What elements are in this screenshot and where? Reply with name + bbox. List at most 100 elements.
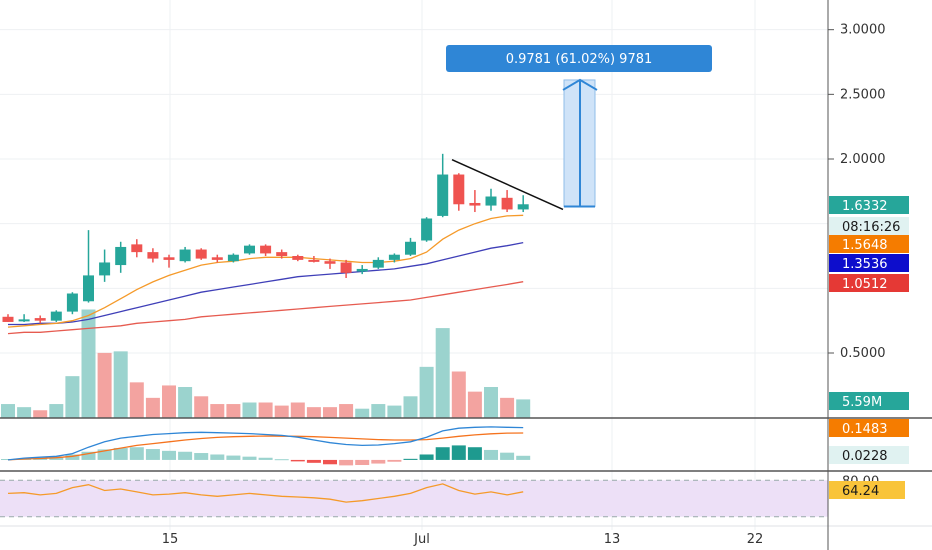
candle-body — [453, 174, 465, 205]
countdown-tag-box — [829, 217, 909, 235]
countdown-tag: 08:16:26 — [842, 220, 900, 235]
ma-slow-tag-box — [829, 274, 909, 292]
candle-body — [260, 245, 272, 254]
macd-histogram-bar — [274, 459, 289, 461]
ma-mid-tag-box — [829, 254, 909, 272]
last-price-tag-box — [829, 196, 909, 214]
macd-histogram-bar — [355, 459, 370, 466]
moving-averages — [7, 214, 524, 335]
macd-histogram-bar — [145, 449, 160, 460]
price-tick-label: 0.5000 — [840, 346, 886, 361]
volume-bar — [339, 404, 354, 418]
candle-body — [2, 316, 14, 322]
rsi-tag: 64.24 — [842, 484, 879, 499]
rsi-tag-box — [829, 481, 905, 499]
candle-body — [469, 202, 481, 206]
candle-body — [437, 174, 449, 216]
candle-body — [195, 249, 207, 259]
candle-body — [308, 259, 320, 262]
volume-bar — [194, 396, 209, 418]
volume-bar — [403, 396, 418, 418]
macd-histogram-bar — [371, 459, 386, 464]
macd-pane — [1, 426, 531, 466]
macd-histogram-bar — [467, 447, 482, 460]
volume-bar — [500, 397, 515, 418]
candle-body — [276, 252, 288, 257]
volume-bar — [210, 404, 225, 418]
candle-body — [34, 318, 46, 321]
drawings[interactable]: 0.9781 (61.02%) 9781 — [446, 45, 712, 211]
candle-body — [99, 262, 111, 276]
candle-body — [83, 275, 94, 302]
volume-bar — [355, 408, 370, 418]
candles — [2, 153, 529, 324]
volume-bar — [258, 402, 273, 418]
macd-histogram-bar — [323, 459, 337, 465]
time-tick-label: 22 — [747, 532, 764, 547]
macd-histogram-bar — [500, 452, 515, 460]
measure-label: 0.9781 (61.02%) 9781 — [506, 52, 653, 67]
volume-bar — [97, 352, 112, 418]
last-price-tag: 1.6332 — [842, 199, 888, 214]
volume-bar — [129, 382, 144, 418]
volume-bar — [81, 309, 96, 418]
macd-histogram-bar — [97, 449, 112, 460]
macd-histogram-bar — [194, 453, 209, 460]
macd-histogram-bar — [162, 450, 176, 460]
trendline[interactable] — [451, 158, 564, 211]
candle-body — [356, 268, 368, 272]
candle-body — [388, 254, 400, 260]
candle-body — [147, 252, 159, 259]
time-tick-label: 13 — [604, 532, 621, 547]
macd-histogram-bar — [516, 455, 531, 460]
macd-histogram-bar — [242, 456, 257, 460]
volume-bar — [242, 402, 257, 418]
volume-bar — [306, 407, 321, 418]
macd-histogram-bar — [435, 447, 450, 460]
macd-line — [7, 426, 524, 461]
macd-tag-box — [829, 419, 909, 437]
macd-histogram-bar — [210, 454, 225, 460]
volume-bar — [178, 387, 193, 418]
price-tick-label: 3.0000 — [840, 23, 886, 38]
rsi-line — [7, 483, 524, 503]
measure-arrow-head — [562, 78, 598, 91]
candle-body — [18, 319, 30, 322]
ma-fast-tag-box — [829, 235, 909, 253]
macd-histogram-bar — [306, 459, 321, 463]
volume-bar — [49, 404, 64, 418]
time-tick-label: 15 — [162, 532, 179, 547]
volume-bar — [33, 410, 48, 418]
volume-bar — [451, 371, 466, 418]
price-tick-label: 2.5000 — [840, 87, 886, 102]
macd-histogram-bar — [484, 449, 498, 460]
volume-bar — [435, 328, 450, 418]
macd-histogram-bar — [129, 447, 144, 460]
macd-histogram-bar — [226, 455, 241, 460]
volume-tag: 5.59M — [842, 395, 882, 410]
macd-tag: 0.1483 — [842, 422, 888, 437]
candle-body — [66, 293, 78, 312]
ma-slow-tag: 1.0512 — [842, 277, 888, 292]
volume-bar — [113, 351, 128, 418]
volume-bar — [484, 387, 498, 418]
macd-signal-line — [7, 432, 524, 461]
ma-fast-tag: 1.5648 — [842, 238, 888, 253]
volume-bar — [274, 405, 289, 418]
macd-histogram-bar — [113, 447, 128, 460]
candle-body — [340, 262, 352, 273]
candle-body — [517, 204, 529, 210]
candle-body — [501, 197, 513, 210]
volume-bar — [162, 385, 176, 418]
volume-bar — [1, 404, 15, 418]
volume-bar — [387, 405, 402, 418]
macd-histogram-bar — [451, 445, 466, 460]
candle-body — [163, 257, 175, 260]
grid — [0, 0, 828, 530]
candle-body — [50, 311, 62, 321]
candle-body — [485, 196, 497, 206]
candle-body — [405, 241, 416, 255]
volume-bar — [516, 399, 531, 418]
